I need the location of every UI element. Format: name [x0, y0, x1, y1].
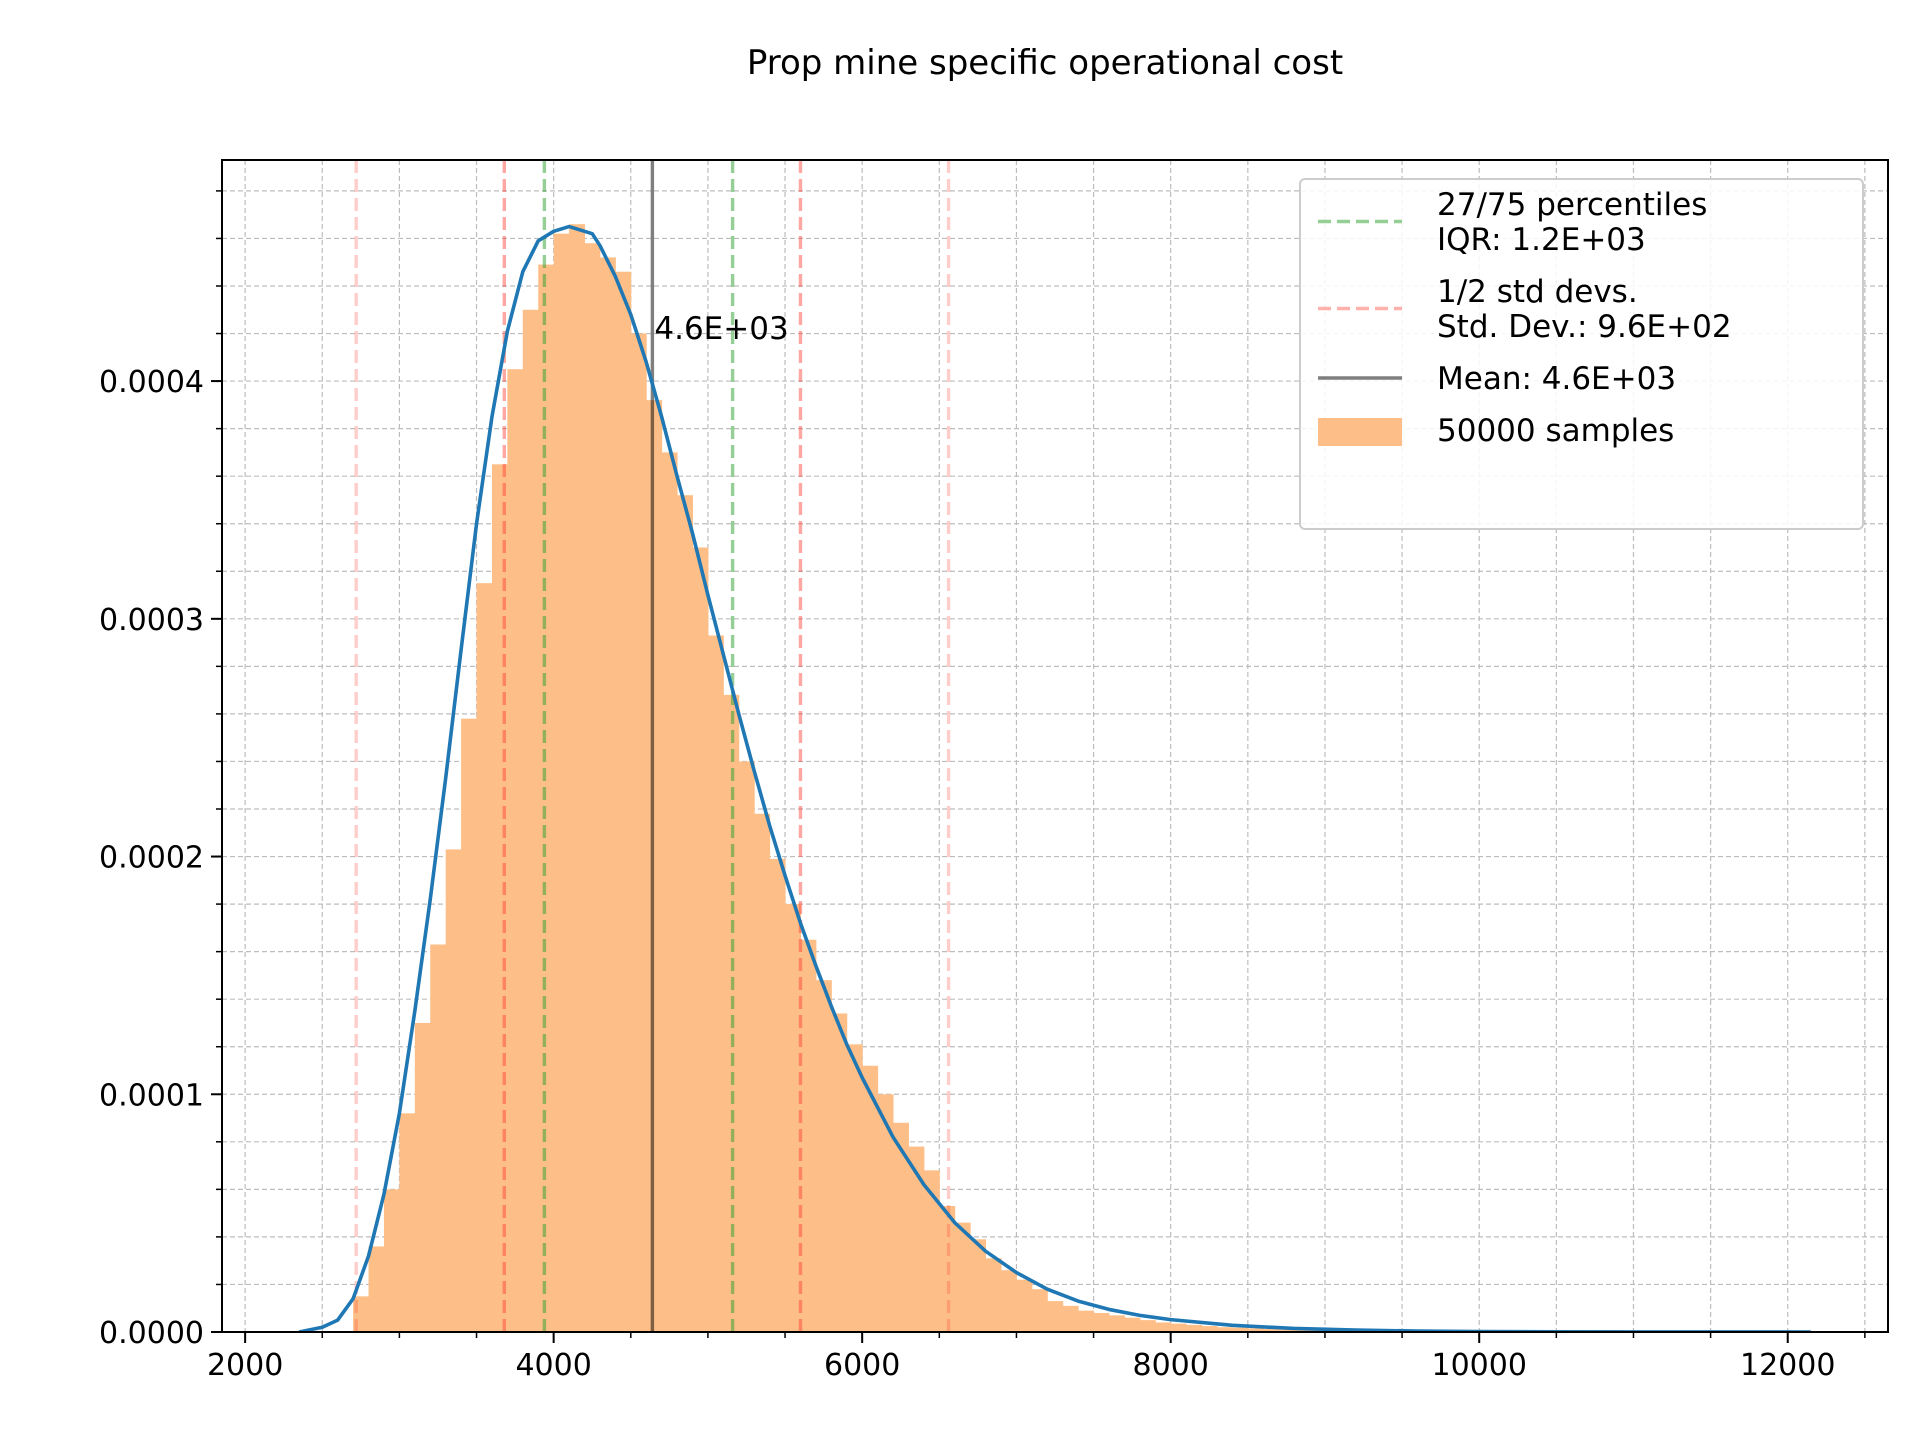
histogram-bar: [923, 1170, 940, 1332]
histogram-bar: [846, 1044, 863, 1332]
histogram-bar: [723, 694, 740, 1332]
histogram-bar: [522, 309, 539, 1332]
histogram-bar: [831, 1013, 848, 1332]
histogram-bar: [1047, 1301, 1064, 1332]
histogram-bar: [893, 1122, 909, 1332]
histogram-bar: [815, 980, 832, 1332]
y-tick-label: 0.0000: [99, 1316, 204, 1351]
histogram-bar: [738, 761, 755, 1332]
histogram-bar: [1155, 1322, 1172, 1332]
histogram-bar: [800, 939, 817, 1332]
histogram-bar: [1278, 1329, 1295, 1332]
histogram-bar: [491, 464, 508, 1332]
plot-frame: [221, 159, 1889, 1333]
histogram-bar: [1078, 1310, 1095, 1332]
histogram-bar: [476, 583, 493, 1332]
histogram-bar: [1263, 1329, 1280, 1332]
histogram-bar: [383, 1189, 400, 1332]
histogram-bar: [1031, 1289, 1048, 1332]
legend-label: 27/75 percentiles: [1437, 187, 1707, 223]
histogram-bar: [1186, 1324, 1203, 1332]
histogram: [353, 224, 1804, 1332]
y-tick-label: 0.0003: [99, 603, 204, 638]
axes: 2000 4000 6000 8000 10000 12000 0.0000 0.0001 0.…: [99, 159, 1889, 1383]
histogram-bar: [353, 1296, 370, 1332]
x-tick-label: 4000: [515, 1348, 591, 1383]
fit-curve: [298, 224, 1811, 1332]
legend-marker-3: [1318, 418, 1402, 446]
histogram-bar: [677, 495, 693, 1332]
histogram-bar: [939, 1206, 956, 1332]
histogram-bar: [1016, 1279, 1033, 1332]
histogram-bar: [1201, 1326, 1218, 1332]
legend-label: IQR: 1.2E+03: [1437, 222, 1646, 258]
legend-label: Std. Dev.: 9.6E+02: [1437, 309, 1732, 345]
histogram-bar: [1247, 1328, 1264, 1332]
x-tick-label: 2000: [207, 1348, 283, 1383]
y-tick-label: 0.0004: [99, 365, 204, 400]
legend-label: Mean: 4.6E+03: [1437, 361, 1676, 397]
histogram-bar: [970, 1239, 987, 1332]
x-tick-label: 6000: [824, 1348, 900, 1383]
histogram-bar: [538, 264, 555, 1332]
histogram-bar: [445, 849, 462, 1332]
histogram-bar: [461, 718, 478, 1332]
histogram-bar: [1232, 1327, 1249, 1332]
histogram-bar: [1108, 1315, 1125, 1332]
x-tick-label: 10000: [1431, 1348, 1526, 1383]
histogram-bar: [985, 1258, 1002, 1332]
histogram-bar: [399, 1113, 416, 1332]
histogram-bar: [877, 1094, 894, 1332]
histogram-bar: [954, 1222, 971, 1332]
mean-annotation: 4.6E+03: [654, 311, 788, 347]
histogram-bar: [1139, 1320, 1156, 1332]
histogram-bar: [1216, 1327, 1233, 1332]
histogram-bar: [1093, 1312, 1110, 1332]
legend-label: 1/2 std devs.: [1437, 274, 1638, 310]
histogram-bar: [785, 904, 801, 1332]
histogram-bar: [661, 452, 678, 1332]
x-tick-label: 8000: [1133, 1348, 1209, 1383]
y-tick-label: 0.0001: [99, 1078, 204, 1113]
histogram-bar: [908, 1146, 925, 1332]
y-tick-label: 0.0002: [99, 841, 204, 876]
annotations: 4.6E+03: [654, 311, 788, 347]
legend-box: [1299, 178, 1864, 530]
histogram-bar: [1170, 1323, 1187, 1332]
fit-curve-group: [298, 224, 1811, 1332]
histogram-bar: [599, 257, 616, 1332]
histogram-bar: [553, 233, 570, 1332]
histogram-bar: [630, 333, 647, 1332]
histogram-bar: [507, 369, 524, 1332]
legend-label: 50000 samples: [1437, 413, 1674, 449]
histogram-bar: [584, 243, 601, 1332]
histogram-bar: [1124, 1317, 1141, 1332]
histogram-bar: [1062, 1305, 1079, 1332]
histogram-bar: [414, 1022, 431, 1332]
histogram-bar: [646, 400, 663, 1332]
histogram-bar: [1001, 1270, 1017, 1332]
histogram-bar: [368, 1246, 385, 1332]
histogram-bar: [569, 224, 586, 1332]
chart-title: Prop mine specific operational cost: [747, 43, 1343, 83]
histogram-bar: [754, 813, 771, 1332]
x-tick-label: 12000: [1740, 1348, 1835, 1383]
histogram-bar: [707, 635, 724, 1332]
histogram-bar: [430, 944, 447, 1332]
histogram-bar: [692, 547, 709, 1332]
histogram-bar: [862, 1065, 879, 1332]
histogram-bar: [769, 858, 786, 1332]
histogram-bar: [615, 271, 632, 1332]
